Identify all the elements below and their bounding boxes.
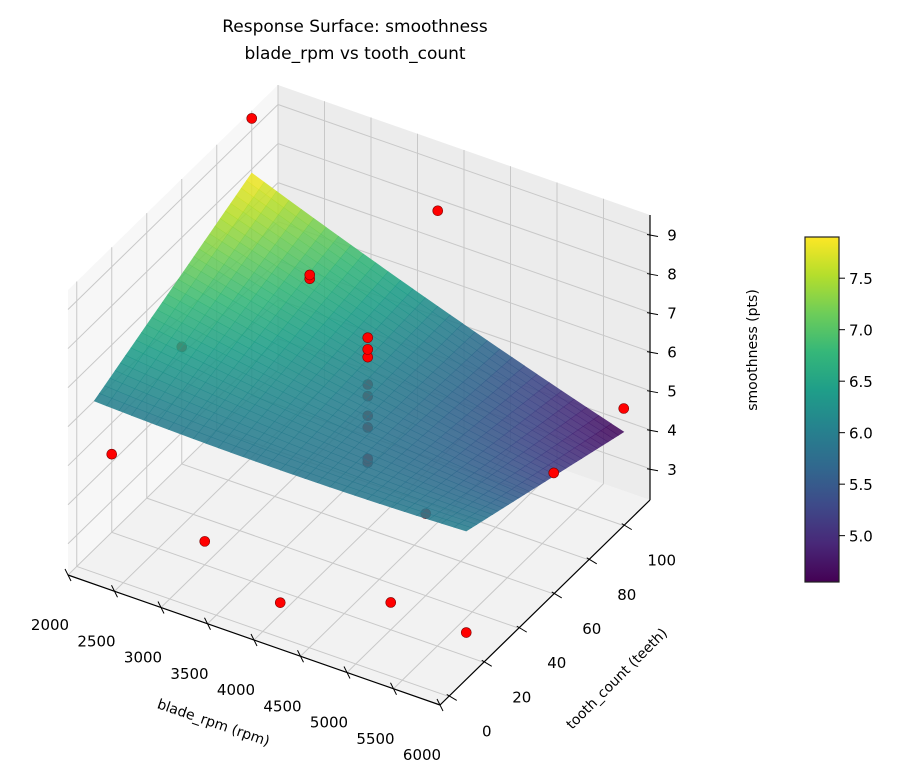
y-tick-label: 100 xyxy=(647,552,676,570)
x-tick xyxy=(297,650,304,663)
z-tick-label: 8 xyxy=(667,266,677,284)
z-tick xyxy=(646,273,659,277)
colorbar-tick-label: 6.0 xyxy=(849,425,873,443)
y-tick-label: 40 xyxy=(547,654,566,672)
x-tick-label: 5000 xyxy=(310,714,348,732)
y-tick-label: 80 xyxy=(617,586,636,604)
response-surface xyxy=(93,172,625,532)
z-tick-label: 6 xyxy=(667,344,677,362)
gridline xyxy=(67,104,279,310)
z-axis-label: smoothness (pts) xyxy=(745,289,761,411)
gridline xyxy=(277,104,651,235)
data-point xyxy=(246,113,258,124)
x-tick xyxy=(64,568,72,582)
x-tick-label: 3000 xyxy=(124,649,162,667)
y-tick xyxy=(481,659,493,667)
gridline xyxy=(277,143,651,275)
x-tick xyxy=(111,585,118,598)
data-point xyxy=(385,597,397,608)
z-tick xyxy=(646,351,659,355)
gridline xyxy=(393,483,604,690)
chart-title: Response Surface: smoothness xyxy=(222,17,488,37)
data-point xyxy=(460,627,472,638)
x-tick-label: 6000 xyxy=(403,746,441,764)
z-tick xyxy=(646,429,659,433)
colorbar-tick-label: 6.5 xyxy=(849,373,873,391)
z-tick xyxy=(646,390,659,394)
colorbar-tick-label: 5.5 xyxy=(849,476,873,494)
x-tick xyxy=(390,682,397,695)
data-point xyxy=(618,403,630,414)
x-tick-label: 2000 xyxy=(31,616,69,634)
z-tick-label: 5 xyxy=(667,383,677,401)
gridline xyxy=(277,182,651,314)
z-tick xyxy=(646,468,659,472)
x-tick-label: 5500 xyxy=(356,730,394,748)
gridline xyxy=(67,143,279,349)
data-point xyxy=(432,205,444,217)
data-point xyxy=(548,467,560,479)
z-tick-label: 9 xyxy=(667,227,677,245)
x-tick-label: 3500 xyxy=(170,665,208,683)
y-tick-label: 20 xyxy=(512,688,531,706)
x-tick-label: 4500 xyxy=(263,697,301,715)
y-tick xyxy=(586,557,598,565)
y-tick-label: 60 xyxy=(582,620,601,638)
data-point xyxy=(362,332,374,343)
z-tick-label: 4 xyxy=(667,422,677,440)
gridline xyxy=(111,531,484,663)
data-point xyxy=(274,597,286,608)
gridline xyxy=(146,497,519,629)
gridline xyxy=(76,565,449,697)
colorbar xyxy=(804,236,840,583)
y-tick xyxy=(551,591,563,599)
gridline xyxy=(181,463,554,595)
gridline xyxy=(346,467,558,673)
x-tick xyxy=(204,617,211,630)
colorbar-ticks: 5.0 5.5 6.0 6.5 7.0 7.5 xyxy=(839,270,873,546)
y-tick-label: 0 xyxy=(482,722,492,740)
colorbar-tick-label: 7.0 xyxy=(849,322,873,340)
z-tick-label: 3 xyxy=(667,461,677,479)
surface-patch xyxy=(453,523,473,532)
y-axis-label: tooth_count (teeth) xyxy=(563,625,670,732)
x-tick xyxy=(343,666,351,679)
y-tick xyxy=(516,625,528,633)
x-tick-label: 4000 xyxy=(217,681,255,699)
colorbar-tick-label: 5.0 xyxy=(849,528,873,546)
x-axis-label: blade_rpm (rpm) xyxy=(155,696,272,749)
z-tick xyxy=(646,234,659,238)
y-tick xyxy=(621,523,633,531)
z-tick xyxy=(646,312,659,316)
data-point xyxy=(304,269,316,281)
data-point xyxy=(199,536,211,547)
data-point xyxy=(362,344,374,355)
chart-subtitle: blade_rpm vs tooth_count xyxy=(244,44,465,64)
x-tick xyxy=(436,698,444,712)
y-axis-line xyxy=(439,499,651,706)
data-point xyxy=(106,448,118,460)
x-tick-label: 2500 xyxy=(77,632,115,650)
z-tick-label: 7 xyxy=(667,305,677,323)
y-tick xyxy=(446,694,458,701)
x-tick xyxy=(250,633,258,647)
x-tick xyxy=(157,601,165,614)
axes: 2000 2500 3000 3500 4000 4500 5000 5500 6000 0 20 4… xyxy=(31,215,677,764)
points-front xyxy=(246,113,630,479)
colorbar-tick-label: 7.5 xyxy=(849,270,873,288)
